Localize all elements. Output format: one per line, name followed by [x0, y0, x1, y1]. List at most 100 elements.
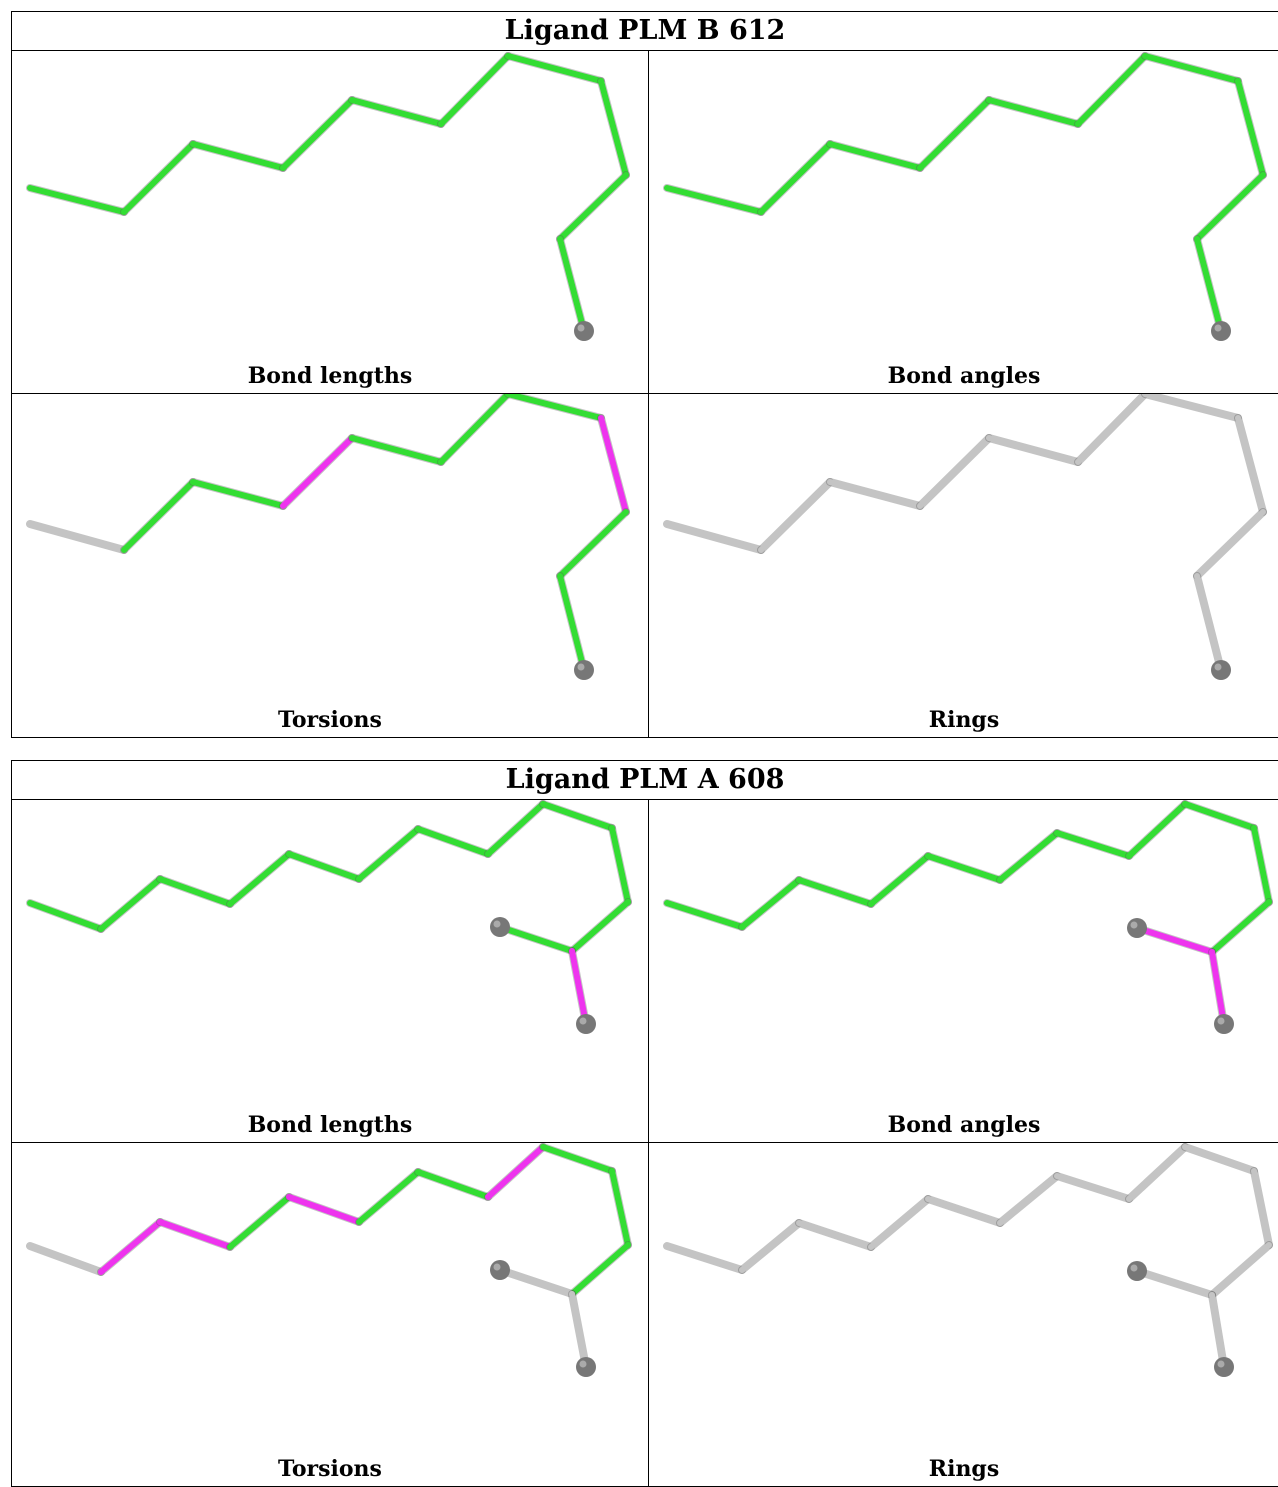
atom-highlight — [1130, 921, 1138, 929]
bond-ok — [609, 825, 631, 905]
molecule-view — [663, 800, 1273, 1034]
bond-ok — [1075, 53, 1148, 127]
atom-sphere — [1127, 918, 1147, 938]
bond-neutral — [997, 1173, 1060, 1226]
panel-caption: Bond angles — [887, 363, 1041, 389]
bond-ok — [557, 573, 587, 673]
ligand-table-a608: Ligand PLM A 608 Bond lengths Bond angle… — [11, 760, 1278, 1487]
bond-neutral — [827, 479, 923, 509]
atom-highlight — [1130, 1264, 1138, 1272]
bond-neutral — [1194, 509, 1266, 579]
bond-neutral — [796, 1220, 874, 1250]
atom-highlight — [579, 1360, 587, 1368]
bond-ok — [557, 236, 587, 334]
bond-ok — [286, 851, 362, 882]
bond-ok — [1209, 899, 1272, 955]
bond-ok — [796, 877, 874, 907]
panel-caption: Bond lengths — [247, 363, 413, 389]
bond-neutral — [1134, 1268, 1215, 1298]
panel-caption: Torsions — [278, 1456, 382, 1482]
atom-sphere — [576, 1357, 596, 1377]
bond-outlier — [286, 1194, 362, 1225]
atom-sphere — [574, 660, 594, 680]
molecule-view — [663, 394, 1267, 680]
bond-neutral — [1209, 1292, 1227, 1370]
bond-neutral — [1142, 394, 1241, 421]
bond-ok — [540, 801, 615, 831]
bond-ok — [227, 851, 292, 907]
bond-neutral — [569, 1291, 589, 1370]
bond-outlier — [157, 1219, 233, 1250]
bond-ok — [356, 826, 421, 882]
bond-ok — [1194, 236, 1224, 334]
panel-caption: Torsions — [278, 707, 382, 733]
bond-neutral — [1251, 1168, 1272, 1248]
bond-ok — [349, 435, 444, 465]
panel-caption: Bond lengths — [247, 1112, 413, 1138]
bond-ok — [190, 141, 286, 171]
bond-ok — [1194, 172, 1266, 242]
atom-sphere — [1211, 321, 1231, 341]
bond-ok — [349, 97, 444, 127]
bond-neutral — [925, 1196, 1003, 1226]
bond-ok — [438, 394, 511, 465]
bond-outlier — [569, 948, 589, 1027]
bond-ok — [157, 876, 233, 907]
bond-ok — [997, 830, 1060, 883]
bond-ok — [280, 97, 355, 171]
panel-caption: Rings — [928, 1456, 1000, 1482]
atom-sphere — [490, 1260, 510, 1280]
bond-ok — [1054, 830, 1132, 859]
bond-ok — [497, 924, 575, 954]
atom-sphere — [1214, 1357, 1234, 1377]
bond-neutral — [1126, 1144, 1188, 1202]
bond-neutral — [1075, 394, 1148, 465]
bond-ok — [664, 900, 745, 930]
bond-ok — [121, 479, 196, 553]
atom-sphere — [576, 1014, 596, 1034]
bond-ok — [98, 876, 163, 932]
molecule-view — [663, 52, 1267, 341]
atom-highlight — [493, 1263, 501, 1271]
panel-bond-angles: Bond angles — [649, 800, 1278, 1143]
bond-ok — [925, 853, 1003, 883]
bond-outlier — [98, 1219, 163, 1275]
bond-ok — [190, 479, 286, 509]
bond-neutral — [1209, 1242, 1272, 1298]
bond-ok — [557, 172, 629, 242]
bond-ok — [415, 826, 491, 857]
bond-neutral — [1235, 415, 1266, 515]
bond-ok — [1182, 801, 1257, 831]
bond-ok — [557, 509, 629, 579]
bond-ok — [27, 900, 104, 932]
bond-neutral — [497, 1267, 575, 1297]
panel-torsions: Torsions — [12, 394, 649, 737]
bond-ok — [1126, 801, 1188, 859]
bond-neutral — [1194, 573, 1224, 673]
panel-caption: Bond angles — [887, 1112, 1041, 1138]
panel-rings: Rings — [649, 1143, 1278, 1486]
atom-sphere — [574, 321, 594, 341]
panel-torsions: Torsions — [12, 1143, 649, 1486]
bond-neutral — [664, 1243, 745, 1273]
bond-outlier — [485, 1144, 546, 1200]
bond-ok — [569, 899, 631, 954]
bond-neutral — [917, 435, 992, 509]
ligand-table-b612: Ligand PLM B 612 Bond lengths Bond angle… — [11, 11, 1278, 738]
bond-ok — [917, 97, 992, 171]
bond-ok — [438, 53, 511, 127]
bond-ok — [505, 53, 604, 84]
bond-ok — [827, 141, 923, 171]
bond-ok — [356, 1169, 421, 1225]
molecule-view — [663, 1143, 1273, 1377]
bond-ok — [758, 141, 833, 215]
atom-highlight — [1214, 324, 1222, 332]
bond-neutral — [1182, 1144, 1257, 1174]
bond-ok — [1251, 825, 1272, 905]
bond-neutral — [986, 435, 1081, 465]
panel-rings: Rings — [649, 394, 1278, 737]
bond-ok — [598, 78, 629, 178]
panel-bond-angles: Bond angles — [649, 51, 1278, 394]
bond-neutral — [27, 521, 127, 553]
bond-neutral — [868, 1196, 931, 1250]
